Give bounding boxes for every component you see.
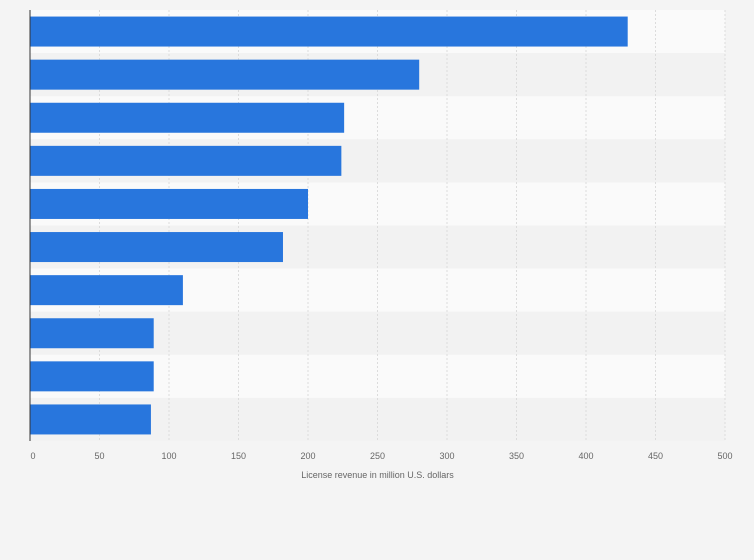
x-tick-label-200: 200: [300, 451, 315, 461]
bar-10: [30, 404, 151, 435]
bar-4: [30, 145, 342, 176]
bar-3: [30, 102, 345, 133]
x-axis-title: License revenue in million U.S. dollars: [301, 470, 454, 480]
x-tick-label-250: 250: [370, 451, 385, 461]
x-tick-label-400: 400: [578, 451, 593, 461]
x-tick-label-350: 350: [509, 451, 524, 461]
x-tick-label-0: 0: [30, 451, 35, 461]
bar-1: [30, 16, 628, 47]
x-tick-label-50: 50: [94, 451, 104, 461]
bar-2: [30, 59, 420, 90]
x-tick-label-150: 150: [231, 451, 246, 461]
bars: [30, 16, 628, 435]
x-tick-label-300: 300: [439, 451, 454, 461]
x-tick-labels: 0 50 100 150 200 250 300 350 400 450 500: [30, 451, 732, 461]
bar-7: [30, 275, 183, 306]
x-tick-label-500: 500: [717, 451, 732, 461]
bar-6: [30, 232, 283, 263]
bar-9: [30, 361, 154, 392]
x-tick-label-450: 450: [648, 451, 663, 461]
x-tick-label-100: 100: [161, 451, 176, 461]
bar-8: [30, 318, 154, 349]
bar-5: [30, 188, 308, 219]
